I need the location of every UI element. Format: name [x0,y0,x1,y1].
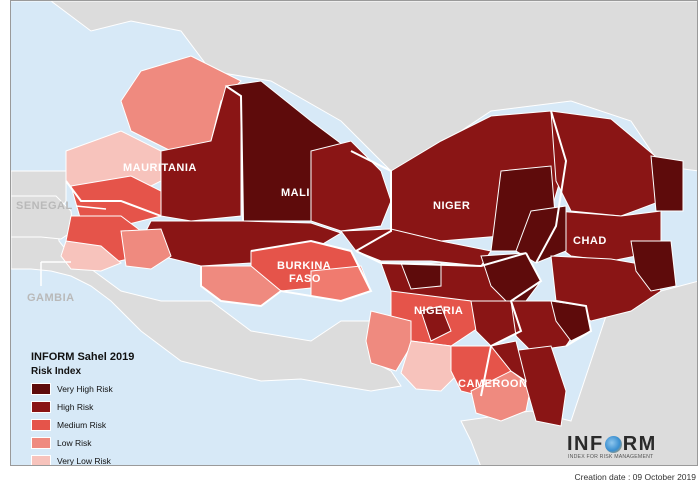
region-west-coast-2[interactable] [60,240,122,272]
border-nigeria-cameroon [480,252,543,397]
label-burkina: BURKINA [277,260,331,272]
creation-date: Creation date : 09 October 2019 [574,472,696,482]
logo-word-right: RM [622,433,657,455]
legend-label: Very Low Risk [57,456,111,466]
risk-regions [60,55,684,427]
legend-swatch [31,419,51,431]
region-nigeria-southwest[interactable] [365,310,412,372]
globe-icon [604,436,622,453]
logo-wordmark: INF RM [567,433,657,456]
map-canvas[interactable]: MAURITANIA MALI NIGER CHAD BURKINA FASO … [11,1,698,466]
legend-item-very-high: Very High Risk [31,381,181,397]
legend-title: INFORM Sahel 2019 [31,351,135,363]
legend-item-medium: Medium Risk [31,417,181,433]
legend-swatch [31,383,51,395]
legend-item-low: Low Risk [31,435,181,451]
region-cameroon-east[interactable] [510,345,567,427]
label-senegal: SENEGAL [16,200,73,212]
legend-label: Very High Risk [57,384,113,394]
inform-logo: INF RM INDEX FOR RISK MANAGEMENT [567,433,679,463]
border-burkina [200,239,373,308]
border-chad-cameroon [555,300,593,347]
label-chad: CHAD [573,235,607,247]
legend-item-very-low: Very Low Risk [31,453,181,466]
region-mali-east[interactable] [310,140,392,232]
region-west-coast-3[interactable] [120,228,172,270]
region-chad-northeast[interactable] [650,155,684,212]
border-mali-niger [350,150,392,252]
label-gambia: GAMBIA [27,292,75,304]
legend-label: Low Risk [57,438,92,448]
label-faso: FASO [289,273,321,285]
legend-subtitle: Risk Index [31,366,82,377]
label-mauritania: MAURITANIA [123,162,197,174]
legend: INFORM Sahel 2019 Risk Index Very High R… [31,351,181,466]
legend-label: Medium Risk [57,420,107,430]
country-borders [65,85,593,397]
border-mauritania-senegal [65,180,162,217]
label-cameroon: CAMEROON [458,378,527,390]
senegal-leader-line [75,205,107,210]
border-niger-chad [535,110,568,264]
region-chad-north[interactable] [550,110,662,217]
label-nigeria: NIGERIA [414,305,463,317]
label-niger: NIGER [433,200,470,212]
logo-word-left: INF [567,433,604,455]
border-mauritania-mali [225,85,244,222]
region-nigeria-nw[interactable] [400,262,442,290]
legend-item-high: High Risk [31,399,181,415]
logo-subtitle: INDEX FOR RISK MANAGEMENT [568,454,654,460]
legend-swatch [31,455,51,465]
region-nigeria-southeast[interactable] [420,305,452,342]
region-chad-southeast[interactable] [630,240,677,292]
map-frame: MAURITANIA MALI NIGER CHAD BURKINA FASO … [10,0,698,466]
label-mali: MALI [281,187,310,199]
legend-label: High Risk [57,402,94,412]
legend-swatch [31,401,51,413]
legend-swatch [31,437,51,449]
region-cameroon-center[interactable] [490,340,527,383]
border-niger-nigeria [355,250,527,268]
